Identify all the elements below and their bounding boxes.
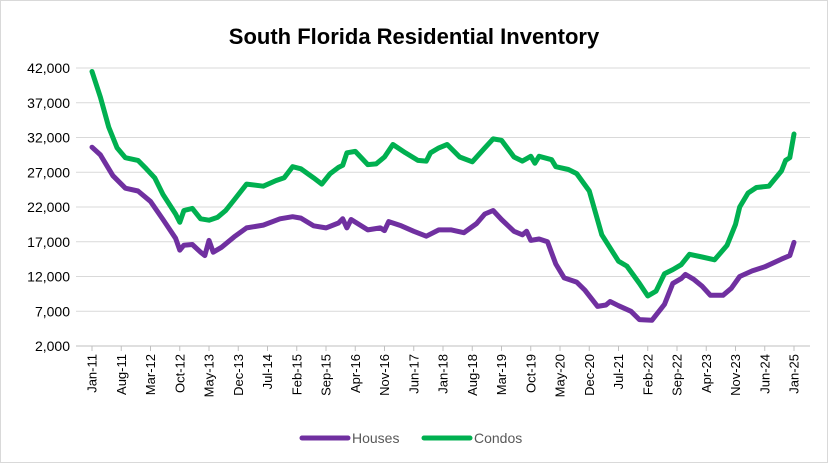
x-tick-label: Nov-16	[377, 354, 392, 396]
x-tick-label: Dec-20	[582, 354, 597, 396]
x-tick-label: Sep-15	[319, 354, 334, 396]
y-tick-label: 37,000	[27, 95, 70, 111]
x-tick-label: Jan-25	[787, 354, 802, 394]
x-tick-label: May-20	[553, 354, 568, 397]
y-tick-label: 32,000	[27, 130, 70, 146]
x-tick-label: Oct-19	[523, 354, 538, 393]
series-lines	[89, 69, 797, 323]
gridlines	[76, 67, 810, 347]
y-tick-label: 42,000	[27, 60, 70, 76]
series-line-houses	[89, 144, 797, 323]
x-tick-label: Oct-12	[172, 354, 187, 393]
x-tick-label: Jun-24	[757, 354, 772, 394]
x-tick-label: Jan-11	[85, 354, 100, 393]
legend-label-houses: Houses	[352, 430, 399, 446]
x-tick-label: Apr-23	[699, 354, 714, 393]
x-tick-label: Aug-18	[465, 354, 480, 396]
x-tick-label: Jul-21	[611, 354, 626, 389]
y-tick-label: 7,000	[35, 303, 70, 319]
x-tick-label: Nov-23	[728, 354, 743, 396]
x-tick-label: Aug-11	[114, 354, 129, 395]
series-line-condos	[89, 69, 797, 299]
x-tick-label: Jul-14	[260, 354, 275, 389]
legend: Houses Condos	[299, 430, 522, 446]
chart-title: South Florida Residential Inventory	[229, 24, 600, 49]
y-axis-tick-labels: 2,000 7,000 12,000 17,000 22,000 27,000 32,000…	[27, 60, 70, 354]
y-tick-label: 27,000	[27, 164, 70, 180]
x-tick-label: Dec-13	[231, 354, 246, 396]
x-tick-label: Jan-18	[436, 354, 451, 394]
x-tick-label: Mar-12	[143, 354, 158, 395]
x-tick-label: Feb-22	[640, 354, 655, 395]
y-tick-label: 2,000	[35, 338, 70, 354]
y-tick-label: 17,000	[27, 234, 70, 250]
x-tick-label: May-13	[202, 354, 217, 397]
x-tick-label: Apr-16	[348, 354, 363, 393]
x-axis: Jan-11 Aug-11 Mar-12 Oct-12 May-13 Dec-13 Jul-…	[76, 345, 810, 397]
legend-label-condos: Condos	[474, 430, 522, 446]
x-tick-label: Sep-22	[670, 354, 685, 396]
y-tick-label: 12,000	[27, 269, 70, 285]
x-tick-label: Mar-19	[494, 354, 509, 395]
x-tick-label: Jun-17	[406, 354, 421, 394]
y-tick-label: 22,000	[27, 199, 70, 215]
x-tick-label: Feb-15	[289, 354, 304, 395]
